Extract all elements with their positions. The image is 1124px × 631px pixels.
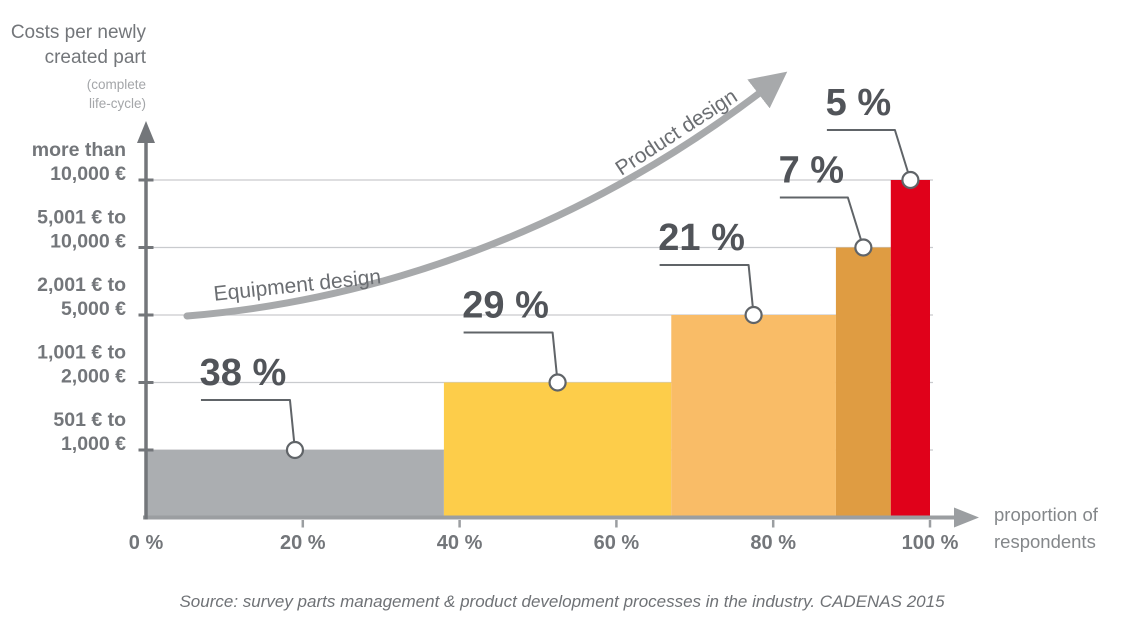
x-tick-label: 100 % [902,532,959,554]
bar-segment-5pct [890,180,930,519]
callout-line [200,399,296,451]
x-axis-title-line-2: respondents [994,531,1096,552]
y-axis-title-note-2: life-cycle) [88,96,146,111]
x-tick-label: 0 % [129,532,164,554]
y-tick-label: more than 10,000 € [32,139,126,185]
y-axis-title-note-1: (complete [86,77,146,92]
x-axis-arrowhead [954,507,979,528]
bar-segment-7pct [835,247,891,519]
y-tick-label: 501 € to 1,000 € [53,409,126,455]
callout-line [779,196,865,248]
bar-segment-29pct [443,382,672,519]
y-axis-arrowhead [137,121,155,143]
x-axis-title-line-1: proportion of [994,504,1098,525]
y-axis-title-line-1: Costs per newly [10,22,146,43]
bar-segment-38pct [146,450,444,519]
callout-marker [901,170,920,190]
y-axis-title: Costs per newly created part (complete l… [0,20,146,113]
y-tick-label: 2,001 € to 5,000 € [37,274,126,320]
x-tick-label: 40 % [437,532,483,554]
y-axis-title-line-2: created part [44,47,146,68]
x-tick-label: 60 % [594,532,640,554]
callout-marker [285,440,305,460]
y-tick-label: 5,001 € to 10,000 € [37,207,126,253]
callout-line [659,264,755,316]
value-label: 5 % [826,82,891,124]
source-note: Source: survey parts management & produc… [179,592,945,611]
value-label: 7 % [779,150,844,192]
callout-marker [744,305,763,325]
callout-line [826,129,912,181]
callout-marker [548,373,567,392]
value-label: 21 % [658,217,745,259]
x-tick-label: 80 % [750,532,796,554]
trend-curve [183,71,788,320]
callout-line [463,331,559,383]
callout-marker [854,238,873,257]
x-tick-label: 20 % [280,532,326,554]
y-tick-label: 1,001 € to 2,000 € [37,342,126,388]
value-label: 38 % [200,352,287,394]
bar-segment-21pct [671,315,836,519]
trend-annotation-2: Product design [611,85,741,181]
value-label: 29 % [462,285,549,327]
x-axis-title: proportion of respondents [994,501,1098,555]
